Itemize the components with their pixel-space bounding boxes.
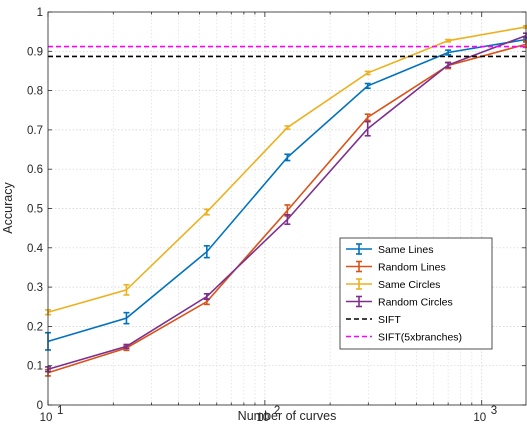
error-bar (364, 70, 371, 76)
error-bar (284, 125, 291, 130)
error-bar (364, 120, 371, 137)
x-axis-label: Number of curves (238, 409, 337, 423)
x-tick-label: 10 (40, 412, 53, 424)
y-tick-label: 0.1 (27, 361, 43, 373)
y-tick-label: 0.5 (27, 204, 43, 216)
error-bar (284, 153, 291, 162)
y-tick-label: 0 (37, 400, 43, 412)
error-bar (203, 208, 210, 216)
legend-item: Same Circles (346, 278, 440, 291)
legend-item: Random Circles (346, 295, 453, 309)
y-tick-label: 0.3 (27, 282, 43, 294)
y-tick-label: 0.7 (27, 125, 43, 137)
y-tick-label: 1 (37, 7, 43, 19)
y-tick-label: 0.4 (27, 243, 44, 255)
y-tick-label: 0.2 (27, 321, 43, 333)
error-bar (123, 311, 130, 325)
x-tick-label-exponent: 1 (57, 405, 63, 417)
x-tick-label-exponent: 2 (274, 405, 280, 417)
legend: Same Lines Random Lines Same Circles Random… (339, 237, 493, 350)
error-bar (364, 82, 371, 90)
error-bar (123, 283, 130, 296)
error-bar (123, 343, 130, 350)
legend-label: Random Circles (378, 297, 453, 309)
error-bar (445, 38, 452, 43)
legend-item: Random Lines (346, 260, 446, 274)
y-tick-label: 0.9 (27, 46, 43, 58)
legend-label: Same Lines (378, 244, 433, 256)
error-bar (284, 213, 291, 226)
error-bar (203, 292, 210, 301)
error-bar (445, 49, 452, 56)
legend-label: Same Circles (378, 279, 440, 291)
x-tick-label: 10 (256, 412, 269, 424)
x-tick-label: 10 (473, 412, 486, 424)
legend-item: SIFT (346, 314, 401, 326)
x-tick-label-exponent: 3 (491, 405, 497, 417)
legend-label: SIFT(5xbranches) (378, 332, 462, 344)
legend-item: SIFT(5xbranches) (346, 332, 462, 344)
legend-box (339, 237, 493, 350)
series-lines (45, 24, 527, 377)
legend-item: Same Lines (346, 243, 433, 256)
y-tick-label: 0.6 (27, 164, 43, 176)
y-axis-label: Accuracy (1, 182, 15, 234)
legend-label: Random Lines (378, 262, 446, 274)
y-tick-label: 0.8 (27, 86, 43, 98)
legend-label: SIFT (378, 314, 401, 326)
error-bar (445, 61, 452, 69)
error-bar (364, 113, 371, 122)
error-bar (203, 245, 210, 259)
ticks: 0 0.1 0.2 0.3 0.4 0.5 0.6 0.7 0.8 0.9 1 10 1 10 2 10 3 (27, 7, 526, 424)
